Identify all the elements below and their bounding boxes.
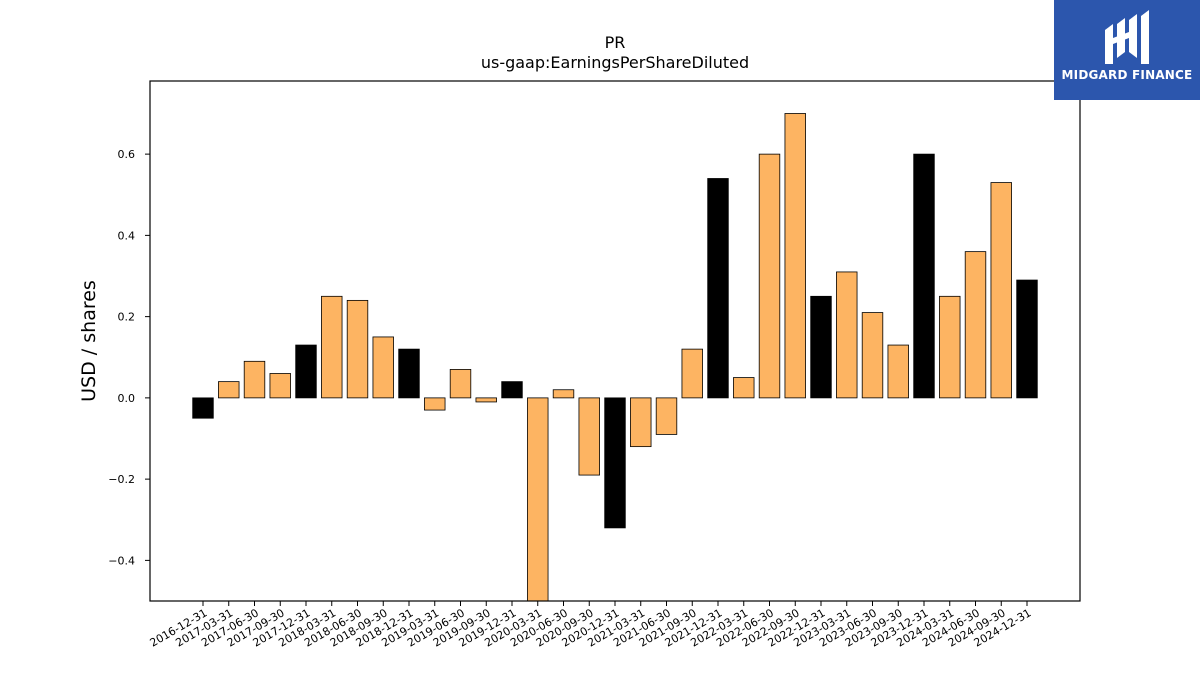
- bar-2022-03-31: [733, 377, 755, 399]
- bar-2018-09-30: [372, 336, 394, 399]
- bar-2020-06-30: [552, 389, 575, 399]
- bar-2017-12-31: [295, 344, 317, 399]
- bar-2023-06-30: [861, 312, 884, 399]
- bar-2017-09-30: [269, 373, 291, 399]
- bar-2022-06-30: [758, 153, 781, 399]
- x-axis: 2016-12-312017-03-312017-06-302017-09-30…: [148, 601, 1034, 650]
- bar-2016-12-31: [192, 397, 214, 419]
- bar-2024-06-30: [964, 251, 987, 399]
- bar-2020-03-31: [527, 397, 549, 602]
- bar-2019-03-31: [424, 397, 446, 411]
- bar-2018-06-30: [346, 299, 369, 399]
- chart-subtitle: us-gaap:EarningsPerShareDiluted: [481, 53, 749, 72]
- bars-group: [192, 113, 1038, 602]
- bar-2022-09-30: [784, 113, 806, 399]
- bar-2021-06-30: [655, 397, 678, 435]
- bar-2021-09-30: [681, 348, 703, 399]
- y-axis-label: USD / shares: [78, 280, 100, 402]
- bar-2018-03-31: [321, 295, 343, 399]
- y-tick-label: −0.4: [108, 554, 135, 567]
- bar-2019-12-31: [501, 381, 523, 399]
- y-tick-label: 0.0: [118, 392, 136, 405]
- bar-2019-06-30: [449, 369, 472, 399]
- chart-title: PR: [605, 33, 626, 52]
- bar-2024-12-31: [1016, 279, 1038, 399]
- bar-2021-12-31: [707, 178, 729, 399]
- bar-2017-03-31: [218, 381, 240, 399]
- bar-2022-12-31: [810, 295, 832, 399]
- bar-2023-12-31: [913, 153, 935, 399]
- bar-2024-03-31: [939, 295, 961, 399]
- y-tick-label: 0.6: [118, 148, 136, 161]
- bar-2019-09-30: [475, 397, 497, 403]
- y-tick-label: −0.2: [108, 473, 135, 486]
- bar-2020-12-31: [604, 397, 626, 529]
- brand-logo: MIDGARD FINANCE: [1054, 0, 1200, 100]
- bar-2021-03-31: [630, 397, 652, 448]
- bar-2023-03-31: [836, 271, 858, 399]
- plot-area-frame: [149, 80, 1081, 602]
- midgard-m-icon: [1105, 10, 1149, 64]
- y-tick-label: 0.2: [118, 311, 136, 324]
- bar-2017-06-30: [243, 360, 266, 399]
- y-axis: −0.4 −0.2 0.0 0.2 0.4 0.6: [108, 148, 150, 567]
- bar-2020-09-30: [578, 397, 600, 476]
- y-tick-label: 0.4: [118, 229, 136, 242]
- bar-2018-12-31: [398, 348, 420, 399]
- bar-2023-09-30: [887, 344, 909, 399]
- brand-name: MIDGARD FINANCE: [1061, 68, 1193, 82]
- bar-2024-09-30: [990, 182, 1012, 399]
